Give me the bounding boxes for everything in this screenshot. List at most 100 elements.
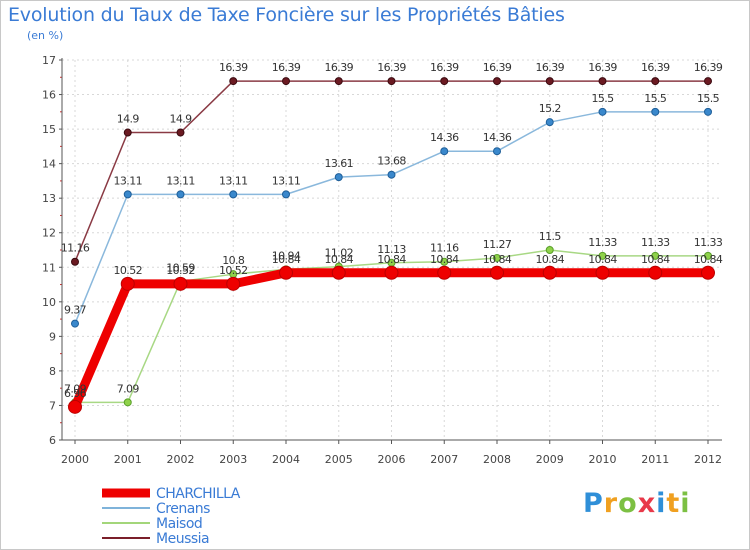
data-point [226, 276, 241, 291]
data-point [598, 77, 607, 86]
y-tick-label: 6 [49, 434, 56, 447]
data-point [387, 170, 396, 179]
data-label: 14.36 [483, 131, 512, 144]
legend-label: Crenans [156, 501, 210, 517]
data-label: 10.84 [641, 253, 670, 266]
data-point [490, 265, 504, 280]
data-label: 11.02 [325, 247, 354, 260]
data-label: 10.84 [430, 253, 459, 266]
data-label: 16.39 [483, 61, 512, 74]
x-tick-label: 2012 [694, 453, 722, 466]
data-point [493, 77, 501, 86]
logo-letter: i [656, 488, 667, 519]
data-label: 15.2 [539, 102, 561, 115]
data-label: 10.84 [377, 253, 406, 266]
x-tick-label: 2009 [536, 453, 564, 466]
y-tick-label: 10 [42, 296, 56, 309]
data-point [545, 246, 554, 254]
logo-letter: o [618, 488, 638, 519]
data-label: 13.68 [377, 155, 406, 168]
data-label: 6.96 [64, 387, 87, 400]
data-label: 16.39 [325, 61, 354, 74]
data-point [176, 190, 185, 199]
data-point [598, 251, 607, 260]
data-point [173, 276, 188, 291]
data-label: 15.5 [697, 92, 720, 105]
x-tick-label: 2002 [167, 453, 195, 466]
y-tick-label: 9 [49, 330, 56, 343]
data-label: 7.09 [117, 382, 140, 395]
data-point [331, 265, 346, 280]
data-label: 13.11 [272, 174, 301, 187]
x-tick-label: 2010 [589, 453, 617, 466]
chart-subtitle: (en %) [27, 29, 64, 42]
data-point [71, 257, 79, 266]
logo-letter: P [583, 488, 604, 519]
data-point [282, 190, 290, 199]
data-point [229, 190, 238, 199]
x-tick-label: 2007 [430, 453, 458, 466]
data-point [648, 265, 663, 280]
data-point [123, 398, 132, 407]
data-point [545, 118, 554, 127]
data-label: 11.5 [539, 230, 562, 243]
y-tick-label: 11 [42, 261, 56, 274]
y-tick-label: 16 [42, 89, 56, 102]
data-label: 16.39 [219, 61, 248, 74]
data-label: 11.13 [377, 243, 406, 256]
y-tick-label: 13 [42, 192, 56, 205]
data-point [282, 77, 290, 86]
proxiti-logo: Proxiti [583, 488, 691, 519]
data-point [598, 107, 607, 116]
data-label: 16.39 [430, 61, 459, 74]
data-label: 16.39 [377, 61, 406, 74]
data-point [334, 173, 343, 182]
logo-letter: r [603, 488, 619, 519]
data-label: 9.37 [64, 304, 87, 317]
y-tick-label: 17 [42, 54, 56, 67]
data-point [542, 265, 557, 280]
data-label: 14.36 [430, 131, 459, 144]
data-point [545, 77, 554, 86]
y-tick-label: 15 [42, 123, 56, 136]
data-label: 11.33 [694, 236, 723, 249]
data-label: 10.59 [166, 261, 195, 274]
data-label: 13.11 [114, 174, 143, 187]
data-label: 14.9 [117, 113, 140, 126]
data-label: 10.52 [166, 264, 195, 277]
logo-letter: i [680, 488, 691, 519]
data-label: 16.39 [641, 61, 670, 74]
x-tick-label: 2006 [378, 453, 406, 466]
data-point [123, 128, 132, 137]
data-label: 16.39 [272, 61, 301, 74]
data-point [440, 77, 449, 86]
x-tick-label: 2008 [483, 453, 511, 466]
chart-title: Evolution du Taux de Taxe Foncière sur l… [8, 4, 565, 26]
data-point [493, 147, 501, 156]
legend-label: CHARCHILLA [156, 486, 241, 502]
data-label: 10.84 [325, 253, 354, 266]
data-label: 11.33 [641, 236, 670, 249]
legend-label: Maisod [156, 516, 202, 532]
data-label: 11.27 [483, 238, 512, 251]
data-label: 11.16 [430, 242, 459, 255]
data-label: 13.11 [166, 174, 195, 187]
data-point [493, 253, 501, 262]
data-point [704, 77, 712, 86]
data-label: 13.11 [219, 174, 248, 187]
data-label: 14.9 [169, 113, 192, 126]
legend-label: Meussia [156, 531, 209, 547]
x-tick-label: 2003 [219, 453, 247, 466]
x-tick-label: 2004 [272, 453, 300, 466]
x-tick-label: 2001 [114, 453, 142, 466]
x-tick-label: 2011 [641, 453, 669, 466]
data-point [120, 276, 135, 291]
y-tick-label: 8 [49, 365, 56, 378]
x-tick-label: 2000 [61, 453, 89, 466]
data-label: 16.39 [694, 61, 723, 74]
data-point [651, 107, 660, 116]
data-point [229, 77, 238, 86]
data-label: 10.84 [272, 253, 301, 266]
y-tick-label: 12 [42, 227, 56, 240]
